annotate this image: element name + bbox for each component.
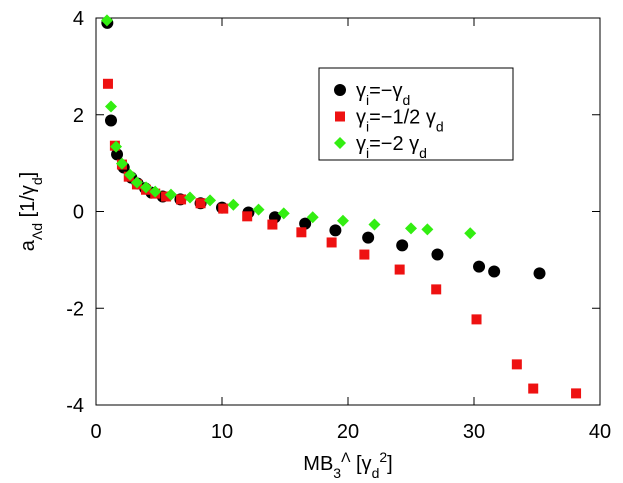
point	[299, 217, 312, 230]
point	[204, 194, 217, 207]
legend-marker	[335, 111, 345, 122]
point	[362, 231, 375, 244]
point	[464, 227, 477, 240]
point	[528, 383, 539, 394]
label-part: a	[17, 239, 39, 251]
y-tick-label: 2	[73, 105, 84, 127]
point	[242, 211, 253, 222]
label-part: 2	[379, 449, 387, 465]
point	[326, 237, 337, 248]
point	[296, 227, 307, 238]
point	[359, 249, 370, 260]
point	[431, 284, 442, 295]
label-part: [γ	[350, 453, 371, 475]
y-tick-label: 0	[73, 202, 84, 224]
x-tick-label: 10	[211, 421, 233, 443]
point	[104, 100, 117, 113]
point	[571, 388, 582, 399]
point	[533, 267, 546, 280]
point	[161, 191, 172, 202]
point	[329, 224, 342, 237]
point	[149, 185, 162, 198]
point	[394, 264, 405, 275]
label-part: i	[366, 119, 369, 135]
label-part: d	[419, 145, 427, 161]
label-part: ]	[387, 453, 393, 475]
label-part: γ	[356, 107, 366, 129]
point	[218, 203, 229, 214]
label-part: 3	[333, 465, 341, 481]
y-tick-label: -4	[66, 395, 84, 417]
legend-marker	[334, 137, 346, 149]
point	[130, 176, 143, 189]
label-part: d	[372, 465, 380, 481]
point	[104, 114, 117, 127]
point	[267, 219, 278, 230]
label-part: i	[366, 92, 369, 108]
point	[511, 359, 522, 370]
y-axis-label: aΛd [1/γd]	[17, 172, 45, 251]
legend-marker	[334, 84, 346, 96]
label-part: Λd	[29, 223, 45, 240]
label-part: γ	[356, 133, 366, 155]
point	[421, 223, 434, 236]
y-tick-label: 4	[73, 8, 84, 30]
label-part: MB	[303, 453, 333, 475]
point	[124, 168, 137, 181]
legend-label: γi=−2 γd	[356, 133, 427, 161]
point	[488, 265, 501, 278]
legend-box	[318, 67, 514, 161]
point	[431, 248, 444, 261]
plot-frame	[95, 17, 601, 406]
point	[473, 260, 486, 273]
point	[140, 181, 153, 194]
point	[368, 218, 381, 231]
point	[306, 211, 319, 224]
legend-label: γi=−γd	[356, 80, 410, 108]
point	[102, 78, 113, 89]
label-part: d	[402, 92, 410, 108]
point	[227, 198, 240, 211]
label-part: ]	[17, 172, 39, 178]
point	[396, 239, 409, 252]
y-tick-label: -2	[66, 298, 84, 320]
point	[164, 188, 177, 201]
point	[252, 203, 265, 216]
label-part: Λ	[341, 449, 351, 465]
x-axis-label: MB3Λ [γd2]	[303, 449, 392, 481]
x-tick-label: 30	[463, 421, 485, 443]
point	[115, 157, 128, 170]
legend-label: γi=−1/2 γd	[356, 107, 444, 135]
point	[176, 194, 187, 205]
point	[100, 14, 113, 27]
label-part: d	[29, 177, 45, 185]
x-tick-label: 0	[90, 421, 101, 443]
point	[195, 198, 206, 209]
label-part: i	[366, 145, 369, 161]
point	[405, 222, 417, 235]
label-part: [1/γ	[17, 185, 39, 223]
x-tick-label: 20	[337, 421, 359, 443]
label-part: =−γ	[369, 80, 402, 102]
label-part: =−2 γ	[369, 133, 419, 155]
label-part: γ	[356, 80, 366, 102]
x-tick-label: 40	[589, 421, 611, 443]
point	[111, 148, 124, 161]
point	[277, 207, 290, 220]
point	[110, 140, 123, 153]
point	[183, 191, 196, 204]
point	[336, 214, 349, 227]
label-part: =−1/2 γ	[369, 107, 436, 129]
point	[471, 314, 482, 325]
label-part: d	[436, 119, 444, 135]
